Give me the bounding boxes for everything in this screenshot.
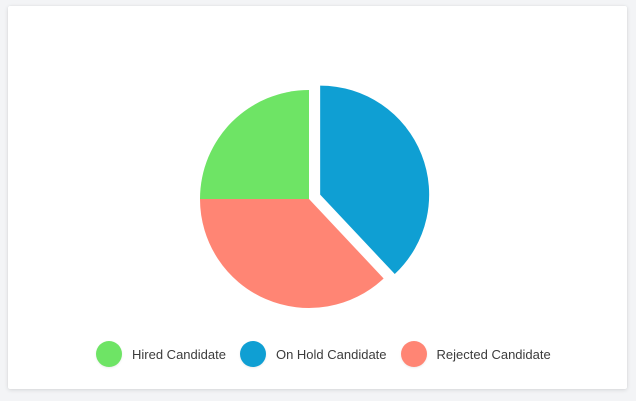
legend-label-hired: Hired Candidate [132,346,226,362]
legend-label-rejected: Rejected Candidate [436,346,551,362]
chart-card: Hired Candidate On Hold Candidate Reject… [8,6,627,389]
legend-swatch-rejected [400,341,427,367]
pie-slice-rejected[interactable] [200,199,384,308]
legend-swatch-hired [96,341,122,367]
legend-item-on-hold[interactable]: On Hold Candidate [239,341,387,367]
chart-legend: Hired Candidate On Hold Candidate Reject… [96,340,565,368]
legend-label-on-hold: On Hold Candidate [275,346,387,362]
legend-item-hired[interactable]: Hired Candidate [96,341,226,367]
legend-item-rejected[interactable]: Rejected Candidate [400,341,551,367]
pie-slice-on-hold[interactable] [320,85,430,275]
pie-slice-hired[interactable] [200,90,309,199]
legend-swatch-on-hold [239,341,266,367]
pie-chart [200,85,430,308]
